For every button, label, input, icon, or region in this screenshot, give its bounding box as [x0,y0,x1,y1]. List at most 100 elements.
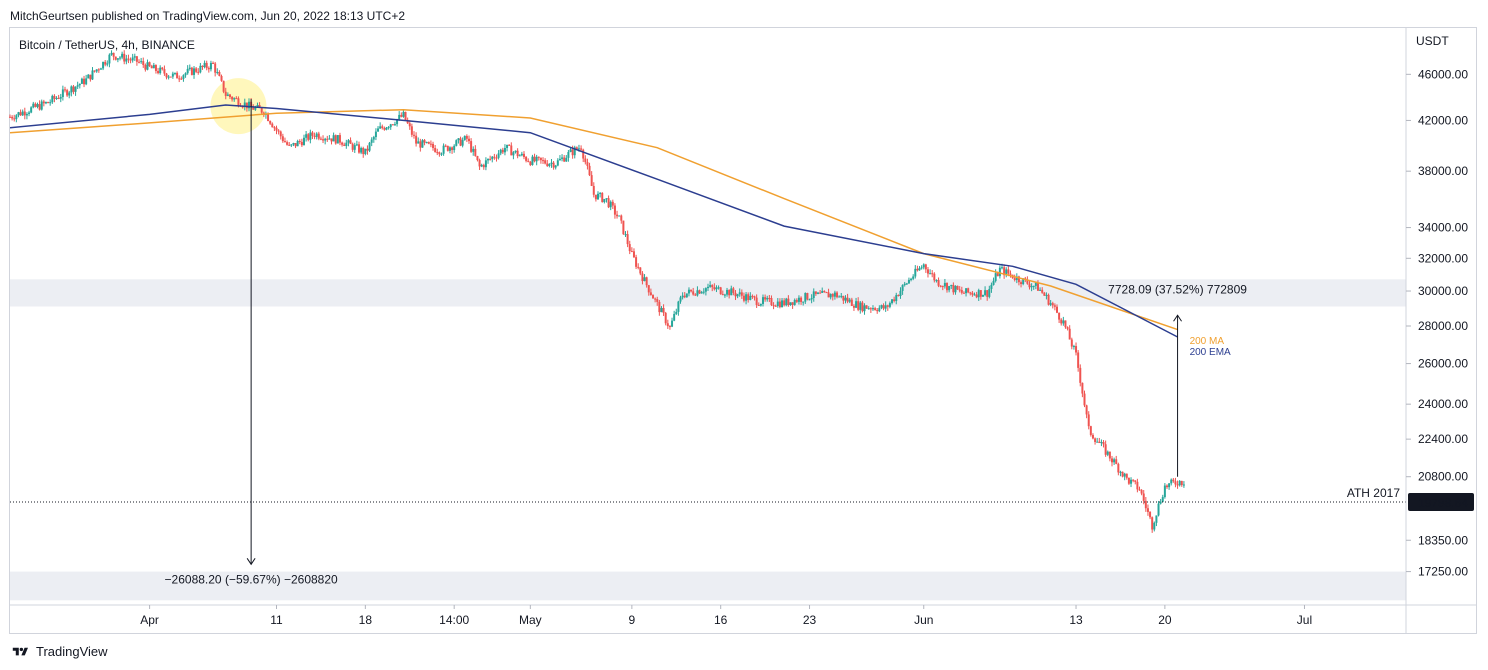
candle-body [1132,479,1135,481]
candle [726,287,729,297]
candle-body [21,111,24,116]
candle-body [222,80,225,92]
candle-body [510,145,513,156]
candle [933,272,936,283]
candle-body [1068,328,1071,340]
candle [347,139,350,147]
candle-body [256,105,259,108]
candle-body [184,73,187,76]
candle [745,292,748,305]
candle-body [1007,269,1010,274]
candle-body [383,128,386,130]
candle-body [668,326,671,328]
candle-body [793,299,796,305]
candle [226,92,229,97]
candle-body [260,108,263,113]
candle-body [723,294,726,296]
candle-body [118,57,121,59]
candle-body [747,294,750,300]
candle [759,303,762,307]
candle-body [273,127,276,129]
candle [472,146,475,156]
candle-body [681,295,684,298]
candle-body [910,278,913,280]
candle [55,96,58,100]
candle-body [1180,480,1183,486]
candle [827,288,830,298]
y-tick-label: 18350.00 [1418,533,1468,547]
candle-body [903,283,906,286]
candle [209,60,212,72]
candle [971,290,974,297]
candle-body [588,165,591,176]
candle [795,298,798,304]
candle-body [981,294,984,297]
candle-body [954,285,957,293]
candle-body [271,123,274,128]
candle [842,295,845,304]
candle-body [440,153,443,155]
candle-body [965,288,968,294]
candle [338,132,341,146]
candle-body [1110,458,1113,463]
candle [1155,515,1158,527]
candle-body [624,234,627,236]
candle-body [110,52,113,55]
candle-body [1102,442,1105,445]
candle [907,277,910,284]
candle-body [630,251,633,253]
chart-frame[interactable] [9,27,1477,634]
candle [899,287,902,299]
candle-body [317,133,320,139]
candle [231,96,234,102]
x-tick-label: Jul [1297,613,1312,627]
candle-body [721,294,724,296]
candle-body [823,291,826,293]
candle [324,137,327,145]
candle [455,139,458,147]
candle-body [319,138,322,140]
candle-body [802,301,805,303]
candle-body [1094,438,1097,442]
candle [984,286,987,297]
candle [307,133,310,142]
candle-body [1087,414,1090,427]
candle-body [448,147,451,151]
candle-body [827,292,830,298]
candle-body [707,286,709,289]
candle-body [840,295,843,297]
candle [150,64,153,69]
candle [11,115,14,121]
candle-body [171,73,174,77]
candle-body [1168,483,1171,488]
candle [840,292,843,299]
footer[interactable]: TradingView [11,644,108,659]
candle-body [1051,303,1054,306]
candle [93,70,96,73]
candle-body [15,115,18,120]
candle-body [127,58,130,60]
candle-body [453,145,456,151]
candle-body [605,198,608,200]
candle-body [442,145,445,154]
candle [694,293,697,297]
candle-body [457,138,460,141]
candle [567,149,570,162]
candle-body [163,69,166,74]
candle [1077,350,1080,372]
candle-body [1066,327,1069,329]
candle-body [742,295,745,301]
candle [804,292,807,304]
x-tick-label: 13 [1069,613,1083,627]
candle [882,303,885,311]
candle-body [740,292,743,296]
candle [508,144,511,147]
measure-up-label: 7728.09 (37.52%) 772809 [1108,282,1247,296]
candle-body [1077,352,1080,368]
candle [144,63,147,72]
candle [671,317,674,328]
candle [554,164,557,170]
candle-body [937,280,940,286]
candle [377,126,380,132]
